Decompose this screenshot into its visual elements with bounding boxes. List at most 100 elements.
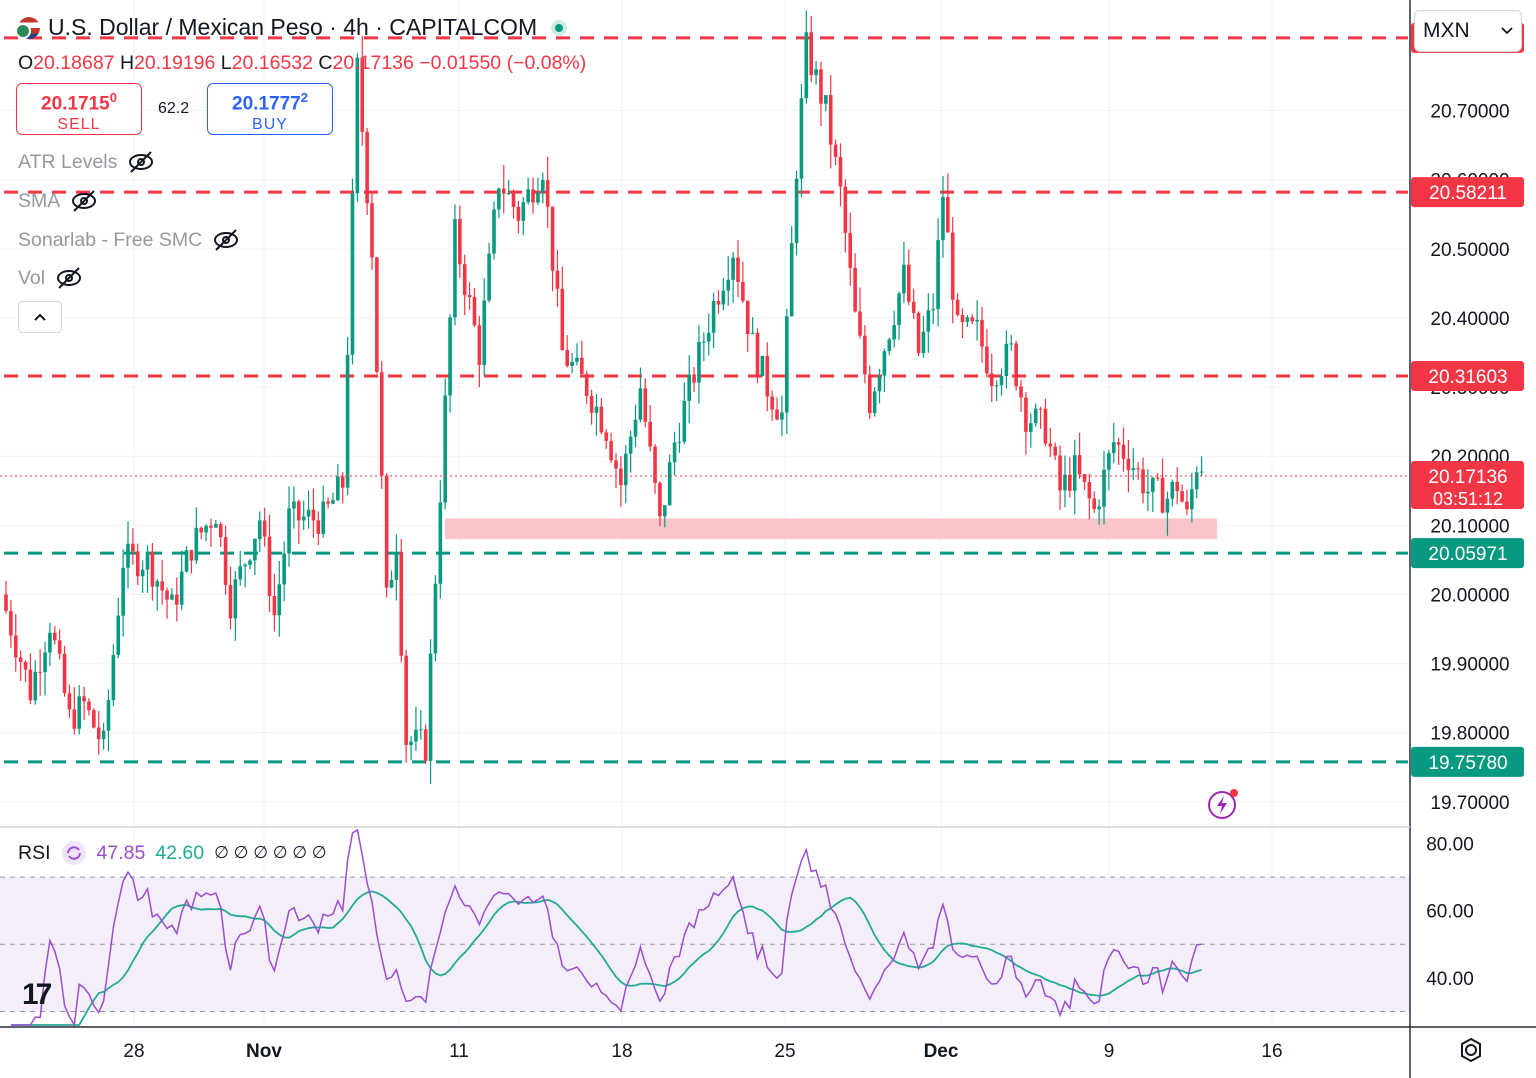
level-price-tag — [1411, 177, 1524, 208]
candle-body — [257, 520, 262, 540]
candle-body — [287, 508, 291, 554]
candle-body — [960, 315, 965, 322]
candle-body — [750, 332, 755, 335]
sell-button[interactable]: 20.17150 SELL — [16, 83, 142, 135]
spread-value: 62.2 — [158, 100, 190, 117]
collapse-indicators-button[interactable] — [18, 301, 62, 333]
candle-body — [999, 376, 1004, 386]
candle-body — [419, 729, 423, 731]
candle-body — [472, 297, 477, 326]
close-value: 20.17136 — [332, 52, 414, 74]
candle-body — [233, 579, 238, 619]
rsi-legend[interactable]: RSI 47.85 42.60 ∅ ∅ ∅ ∅ ∅ ∅ — [18, 840, 327, 866]
candle-body — [589, 395, 594, 413]
candle-body — [28, 669, 33, 701]
indicator-sma[interactable]: SMA — [18, 189, 98, 213]
candle-body — [1180, 491, 1184, 502]
candle-body — [228, 584, 233, 619]
rsi-tick-label: 60.00 — [1426, 902, 1474, 923]
level-price-tag-label: 20.05971 — [1428, 544, 1507, 565]
candle-body — [575, 357, 579, 362]
candle-body — [1121, 444, 1126, 459]
buy-button[interactable]: 20.17772 BUY — [207, 83, 333, 135]
time-tick-label: Dec — [924, 1041, 959, 1062]
candle-body — [677, 441, 682, 443]
candle-body — [189, 550, 194, 561]
candle-body — [804, 32, 809, 99]
candle-body — [9, 610, 13, 636]
symbol-title[interactable]: U.S. Dollar / Mexican Peso · 4h · CAPITA… — [15, 14, 568, 41]
eye-off-icon[interactable] — [127, 150, 155, 174]
candle-body — [428, 653, 433, 761]
candle-body — [950, 232, 955, 300]
candle-body — [360, 57, 365, 132]
candle-body — [911, 301, 916, 314]
candle-body — [306, 509, 311, 517]
candle-body — [23, 662, 28, 670]
price-tick-label: 20.70000 — [1430, 102, 1509, 123]
candle-body — [1092, 498, 1097, 510]
currency-select[interactable]: MXN — [1414, 10, 1522, 52]
indicator-atr-levels[interactable]: ATR Levels — [18, 150, 155, 174]
candle-body — [619, 468, 623, 486]
rsi-label: RSI — [18, 841, 51, 864]
candle-body — [604, 432, 609, 441]
candle-body — [882, 351, 887, 376]
last-price-tag — [1411, 460, 1524, 509]
indicator-vol[interactable]: Vol — [18, 266, 83, 290]
open-label: O — [18, 52, 34, 74]
candle-body — [794, 178, 799, 244]
candle-body — [872, 391, 877, 414]
level-price-tag — [1411, 360, 1524, 391]
lightning-icon[interactable] — [1206, 788, 1238, 820]
candle-body — [965, 317, 970, 322]
candle-body — [448, 317, 452, 396]
candle-body — [1063, 474, 1067, 491]
candle-body — [570, 361, 574, 367]
candle-body — [209, 525, 213, 528]
eye-off-icon[interactable] — [212, 228, 240, 252]
candle-body — [423, 729, 428, 761]
candle-body — [292, 501, 296, 509]
candle-body — [1160, 477, 1165, 513]
candle-body — [101, 730, 106, 740]
candle-body — [18, 657, 23, 663]
settings-gear-icon[interactable] — [1458, 1037, 1484, 1063]
candle-body — [262, 520, 267, 537]
candle-body — [755, 332, 760, 377]
sell-price-sup: 0 — [109, 90, 117, 105]
candle-body — [902, 264, 906, 294]
candle-body — [321, 501, 325, 534]
chevron-up-icon — [34, 313, 46, 321]
candle-body — [550, 206, 555, 271]
candle-body — [653, 446, 657, 483]
candle-body — [853, 267, 857, 312]
candle-body — [555, 270, 560, 289]
candle-body — [155, 581, 160, 587]
candle-body — [628, 436, 633, 454]
indicator-sonarlab-smc[interactable]: Sonarlab - Free SMC — [18, 228, 240, 252]
candle-body — [301, 516, 306, 521]
candle-body — [467, 295, 472, 298]
candle-body — [199, 527, 203, 533]
candle-body — [936, 240, 940, 310]
candle-body — [82, 696, 86, 702]
candle-body — [1077, 455, 1082, 475]
candle-body — [1024, 397, 1028, 432]
candle-body — [926, 310, 931, 332]
candle-body — [506, 193, 511, 195]
candle-body — [277, 584, 282, 616]
candle-body — [443, 395, 447, 503]
time-tick-label: 28 — [123, 1041, 144, 1062]
candle-body — [62, 653, 67, 694]
candle-body — [1111, 442, 1116, 454]
eye-off-icon[interactable] — [70, 189, 98, 213]
candle-body — [121, 567, 125, 616]
candle-body — [770, 396, 774, 410]
candle-body — [663, 505, 667, 517]
candle-body — [340, 476, 345, 488]
open-value: 20.18687 — [33, 52, 115, 74]
eye-off-icon[interactable] — [55, 266, 83, 290]
change-value: −0.01550 (−0.08%) — [419, 52, 587, 74]
